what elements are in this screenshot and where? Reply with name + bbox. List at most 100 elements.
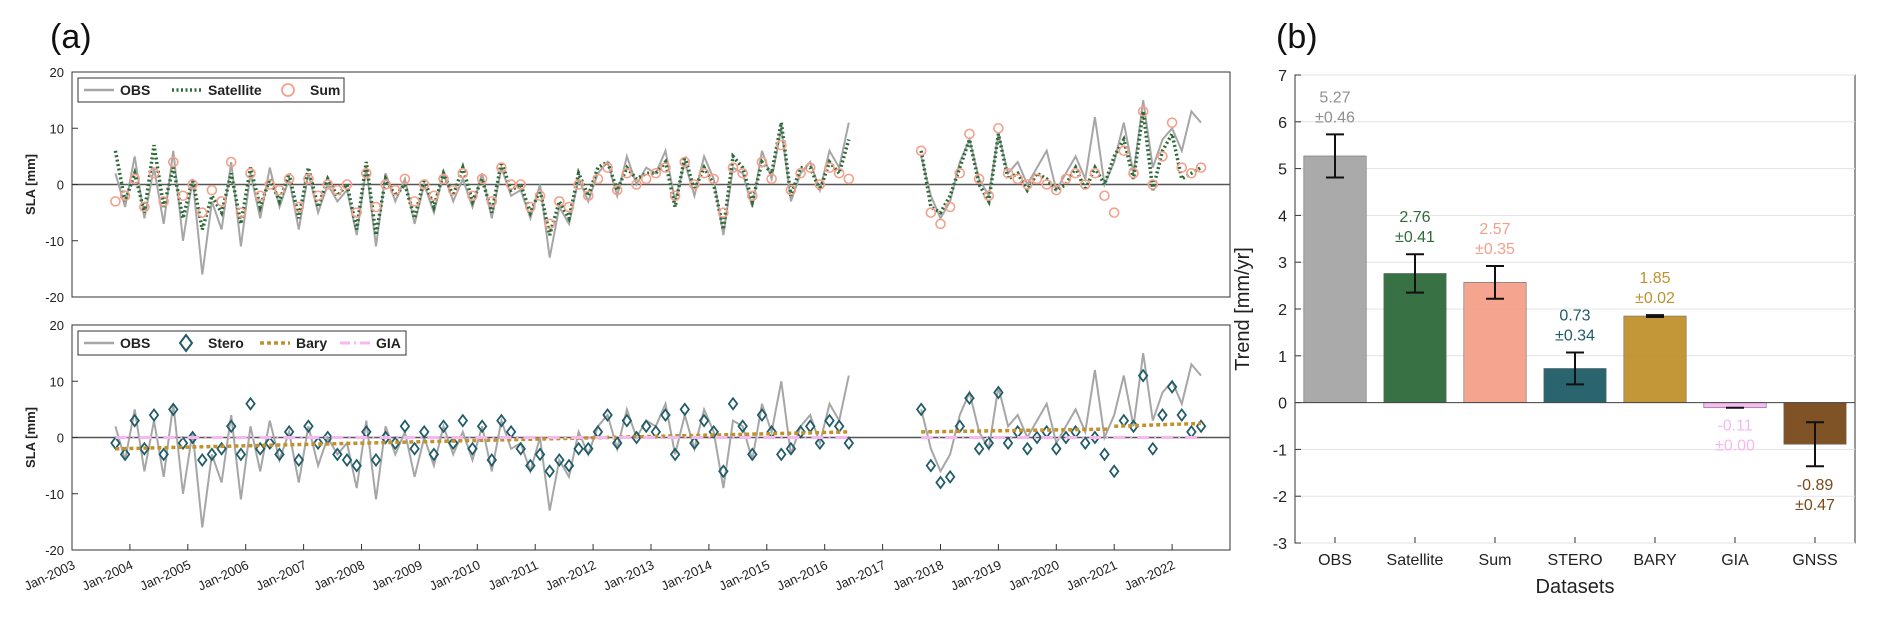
sum-point [718, 207, 729, 218]
bary-series-line [921, 427, 1110, 434]
sum-point [341, 179, 353, 190]
bar-bary [1623, 315, 1687, 403]
sum-point [254, 190, 266, 202]
sum-point [525, 201, 536, 213]
stero-point [1002, 436, 1014, 451]
sum-point [438, 173, 449, 185]
y-tick-label: 20 [50, 318, 64, 333]
stero-point [245, 396, 256, 411]
sum-point [621, 167, 633, 179]
sum-point [139, 201, 150, 213]
bottom-y-ticks: -20 -10 0 10 20 [45, 318, 78, 558]
stero-point [843, 436, 855, 451]
stero-point [119, 447, 131, 462]
bar-value-label: -0.11 [1717, 418, 1752, 435]
top-series [110, 99, 1207, 275]
y-tick-label: 10 [50, 121, 64, 136]
stero-point [206, 447, 218, 462]
sum-point [225, 156, 237, 168]
satellite-series-line [113, 122, 851, 236]
stero-point [1147, 441, 1159, 456]
x-tick-label: Jan-2017 [832, 557, 887, 594]
sum-point [563, 201, 575, 213]
sum-point [168, 156, 179, 168]
sum-point [1186, 167, 1197, 179]
stero-point [573, 441, 584, 456]
bar-y-tick-label: 6 [1278, 115, 1287, 132]
top-timeseries-plot: -20 -10 0 10 20 SLA [mm] OBS Satellite Sum [23, 65, 1231, 305]
stero-point [187, 430, 198, 445]
bar-x-ticks: OBS Satellite Sum STERO BARY GIA GNSS [1318, 537, 1838, 569]
stero-point [964, 391, 975, 406]
obs-series-line [920, 99, 1202, 221]
sum-point [544, 218, 555, 230]
stero-point [925, 458, 937, 473]
x-tick-label: Jan-2010 [427, 557, 482, 594]
sum-point [370, 201, 382, 213]
x-tick-label: Jan-2013 [601, 557, 656, 594]
legend-gia-label: GIA [376, 335, 401, 351]
x-tick-label: Jan-2009 [369, 557, 424, 594]
sum-point [1195, 162, 1207, 173]
sum-point [322, 179, 334, 190]
stero-point [737, 419, 748, 434]
bar-x-tick-label: GIA [1721, 552, 1749, 569]
sum-point [1157, 151, 1168, 162]
bar-error-label: ±0.35 [1475, 241, 1515, 258]
bar-error-label: ±0.47 [1795, 497, 1835, 514]
sum-point [795, 167, 806, 179]
sum-point [631, 179, 642, 190]
stero-point [983, 436, 994, 451]
bar-y-ticks: -3 -2 -1 0 1 2 3 4 5 6 7 [1273, 68, 1301, 553]
stero-point [756, 408, 768, 422]
stero-point [476, 419, 488, 434]
legend-obs-label: OBS [120, 82, 150, 98]
bar-y-tick-label: 3 [1278, 255, 1287, 272]
stero-point [380, 430, 391, 445]
stero-point [544, 464, 555, 479]
sum-point [785, 184, 797, 196]
stero-point [795, 424, 806, 439]
stero-point [332, 447, 343, 462]
x-tick-label: Jan-2022 [1122, 557, 1177, 594]
sum-point [312, 190, 324, 202]
x-tick-label: Jan-2005 [138, 557, 193, 594]
obs-series-line [920, 352, 1202, 474]
stero-point [621, 413, 633, 428]
bar-x-tick-label: Sum [1479, 552, 1512, 569]
bar-x-tick-label: Satellite [1387, 552, 1444, 569]
sum-point [1089, 167, 1101, 179]
sum-point [650, 167, 662, 179]
sum-point [515, 179, 527, 190]
sum-point [476, 173, 488, 185]
stero-point [935, 475, 946, 490]
bar-error-label: ±0.02 [1635, 290, 1675, 307]
sum-point [698, 167, 710, 179]
sum-point [457, 167, 469, 179]
sum-point [766, 173, 777, 185]
stero-point [660, 408, 671, 422]
sum-point [983, 190, 995, 202]
stero-point [341, 453, 353, 467]
stero-point [303, 419, 314, 434]
sum-point [954, 167, 966, 179]
bar-y-tick-label: 4 [1278, 208, 1287, 225]
legend-sum-swatch [281, 83, 295, 97]
stero-point [370, 453, 382, 467]
stero-point [351, 458, 362, 473]
sum-point [119, 190, 131, 202]
bar-sum [1463, 282, 1527, 403]
legend-sum-label: Sum [310, 82, 340, 98]
stero-point [534, 447, 546, 462]
stero-point [1099, 447, 1110, 462]
stero-point [409, 441, 420, 456]
stero-point [824, 413, 835, 428]
stero-point [679, 402, 691, 417]
bar-error-label: ±0.41 [1395, 229, 1435, 246]
stero-point [293, 453, 305, 467]
stero-point [1137, 368, 1149, 383]
bar-error-label: ±0.00 [1715, 438, 1755, 455]
stero-point [447, 436, 459, 451]
legend-stero-swatch [178, 333, 194, 353]
x-tick-label: Jan-2018 [890, 557, 945, 594]
